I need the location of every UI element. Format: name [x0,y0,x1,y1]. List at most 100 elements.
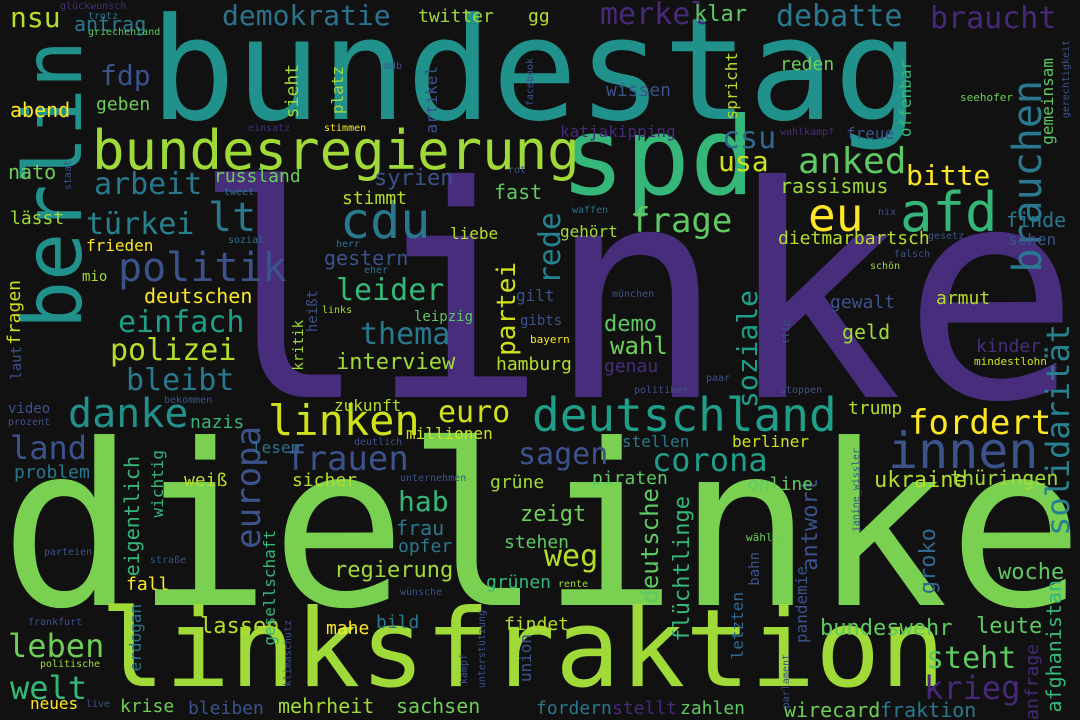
word-gesetz: gesetz [928,231,965,242]
word-armut: armut [936,288,991,309]
word-gehört: gehört [560,222,618,241]
word-fordert: fordert [908,403,1052,443]
word-zahlen: zahlen [680,698,746,719]
word-video: video [8,401,51,417]
word-hamburg: hamburg [496,354,572,375]
word-online: online [748,474,814,495]
word-bekommen: bekommen [164,395,213,406]
word-land: land [10,429,88,467]
word-bundestag: bundestag [150,0,920,153]
word-dielinke: dielinke [0,397,1080,659]
word-geld: geld [842,320,891,344]
word-bundeswehr: bundeswehr [820,616,953,641]
word-mahe: mahe [326,618,370,639]
word-wünsche: wünsche [400,587,443,598]
word-finde: finde [1006,208,1067,232]
word-stimmt: stimmt [342,188,408,209]
word-danke: danke [68,391,189,437]
word-parteien: parteien [44,547,93,558]
word-genau: genau [604,356,659,377]
word-stimmen: stimmen [324,123,367,134]
word-gg: gg [528,6,550,27]
word-eigentlich: eigentlich [120,456,144,577]
word-freue: freue [846,124,895,143]
word-zukunft: zukunft [334,396,402,415]
word-fragen: fragen [4,280,25,346]
word-leipzig: leipzig [414,309,474,325]
word-lässt: lässt [10,208,65,229]
word-gilt: gilt [516,286,555,305]
word-findet: findet [504,614,570,635]
word-spd: spd [560,95,756,220]
word-grünen: grünen [486,572,552,593]
word-polizei: polizei [110,333,237,368]
word-dietmarbartsch: dietmarbartsch [778,228,930,249]
word-straße: straße [150,555,187,566]
word-deutsche: deutsche [636,488,664,604]
word-sehen: sehen [1008,230,1057,249]
word-lesen: lesen [252,438,301,457]
word-groko: groko [916,528,941,595]
word-gerechtigkeit: gerechtigkeit [1061,40,1072,119]
word-trump: trump [848,398,903,419]
word-rente: rente [558,579,589,590]
word-stellen: stellen [622,432,690,451]
word-gewalt: gewalt [830,292,896,313]
word-bleibt: bleibt [126,363,235,398]
word-kinder: kinder [976,336,1042,357]
word-abend: abend [10,98,71,122]
word-bahn: bahn [747,552,763,586]
word-fordern: fordern [536,698,612,719]
word-politische: politische [40,659,101,670]
word-millionen: millionen [406,424,493,443]
word-hab: hab [398,485,449,518]
word-krise: krise [120,696,175,717]
word-waffen: waffen [572,205,609,216]
word-letzten: letzten [728,592,747,660]
word-nix: nix [878,207,897,218]
word-syrien: syrien [374,166,454,191]
word-thema: thema [360,317,451,352]
word-arbeit: arbeit [94,167,203,202]
word-nsu: nsu [10,1,61,34]
word-stellt: stellt [612,698,678,719]
word-rassismus: rassismus [780,174,889,198]
word-demo: demo [604,312,657,337]
word-wirecard: wirecard [784,698,881,720]
word-paar: paar [706,373,731,384]
word-anked: anked [798,141,907,182]
word-katjakipping: katjakipping [560,122,676,141]
word-mdb: mdb [384,61,403,72]
word-piraten: piraten [592,468,668,489]
word-welt: welt [10,669,88,707]
word-lt: lt [208,195,257,241]
word-janine_wissler: janine_wissler [851,448,862,533]
word-regierung: regierung [334,558,454,583]
word-csu: csu [722,121,777,156]
word-kritik: kritik [291,320,307,371]
word-wissen: wissen [606,80,672,101]
word-mehrheit: mehrheit [278,694,375,718]
word-links: links [322,305,353,316]
word-einsatz: einsatz [248,123,291,134]
word-rot: rot [508,165,527,176]
word-linken: linken [268,396,420,445]
word-geben: geben [96,94,151,115]
word-reden: reden [780,54,835,75]
word-ttip: ttip [781,320,792,345]
word-herr: herr [336,239,361,250]
word-berliner: berliner [732,432,810,451]
word-wahl: wahl [610,332,668,360]
word-gestern: gestern [324,246,409,270]
word-erdogan: erdogan [126,604,145,672]
word-weiß: weiß [184,470,228,491]
word-parlament: parlament [781,654,792,709]
word-wahlkampf: wahlkampf [780,127,835,138]
word-mindestlohn: mindestlohn [974,355,1047,368]
word-klimaschutz: klimaschutz [283,620,294,687]
word-bitte: bitte [906,159,991,192]
word-problem: problem [14,462,90,483]
word-türkei: türkei [86,207,195,242]
word-fast: fast [494,180,543,204]
word-innen: innen [888,422,1039,480]
